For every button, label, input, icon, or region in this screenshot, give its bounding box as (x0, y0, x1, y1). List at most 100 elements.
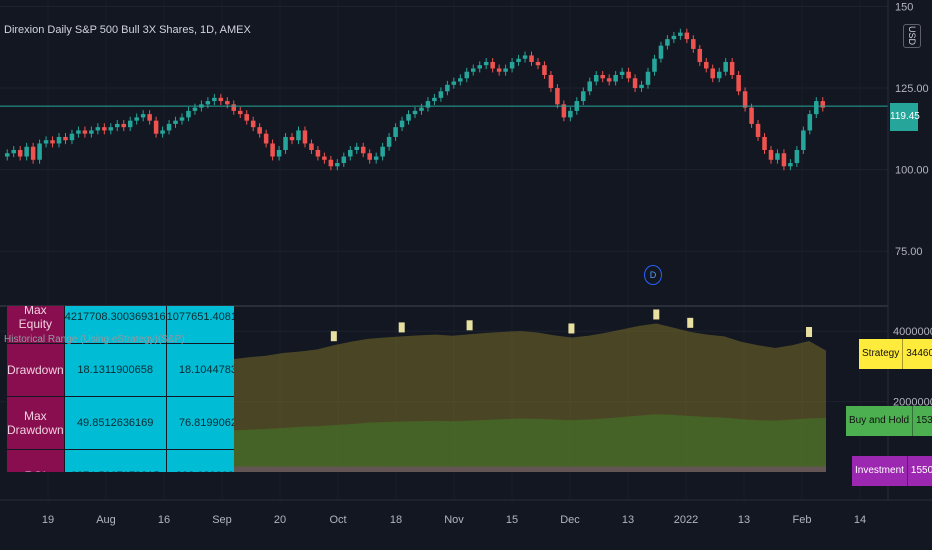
candle-body (386, 136, 392, 147)
candle-body (127, 120, 133, 128)
candle-body (710, 68, 715, 79)
dividend-marker-icon[interactable]: D (644, 265, 662, 285)
legend-strategy-value: 3446075.69 (902, 339, 932, 369)
candle-body (373, 156, 379, 160)
legend-strategy-name: Strategy (862, 348, 900, 359)
candle-body (652, 58, 657, 72)
candle-body (147, 114, 152, 121)
candle-body (289, 136, 295, 141)
candle-body (671, 35, 677, 40)
candle-body (820, 101, 826, 108)
candle-body (121, 123, 127, 128)
candle-body (237, 110, 243, 115)
candle-body (814, 101, 819, 115)
row-label: ROI (6, 449, 65, 472)
candle-body (665, 39, 670, 46)
candle-body (516, 58, 521, 62)
time-tick-label: 14 (854, 514, 866, 526)
candle-body (529, 55, 534, 62)
candle-body (102, 127, 107, 131)
candle-body (522, 55, 528, 59)
price-tick-label: 150 (895, 2, 913, 14)
candle-body (729, 61, 735, 75)
candle-body (600, 75, 605, 79)
strategy-value: 2274.5007179815 (63, 449, 167, 472)
candle-body (736, 75, 741, 92)
time-tick-label: 20 (274, 514, 286, 526)
candle-body (581, 91, 586, 102)
candle-body (807, 114, 813, 131)
candle-body (451, 81, 457, 85)
trade-marker (466, 320, 473, 331)
candle-body (742, 91, 748, 108)
candle-body (244, 114, 249, 121)
candle-body (794, 150, 800, 164)
candle-body (561, 104, 567, 118)
candle-body (63, 136, 68, 141)
candle-body (406, 114, 411, 121)
candle-body (341, 156, 347, 164)
time-tick-label: 13 (622, 514, 634, 526)
candle-body (419, 107, 424, 111)
candle-body (225, 101, 230, 105)
candle-body (593, 75, 599, 82)
buy-hold-value: 18.1044783396 (165, 343, 234, 397)
candle-body (283, 136, 288, 150)
candle-body (768, 150, 774, 160)
candle-body (703, 61, 709, 69)
table-row: ROI 2274.5007179815 892.0332085715 (6, 449, 234, 472)
stats-table: Max Equity 4217708.300369316 1077651.408… (6, 306, 234, 472)
candle-body (775, 153, 780, 160)
time-tick-label: 19 (42, 514, 54, 526)
trade-marker (653, 309, 660, 320)
current-price-tag: 119.45 (890, 103, 920, 131)
trade-marker (806, 326, 813, 337)
time-tick-label: Oct (329, 514, 346, 526)
trade-marker (398, 322, 405, 333)
candle-body (697, 48, 703, 62)
candle-body (801, 130, 806, 150)
trade-marker (687, 317, 694, 328)
candle-body (231, 104, 237, 111)
table-row: Max Drawdown 49.8512636169 76.8199062896 (6, 396, 234, 450)
legend-strategy: Strategy 3446075.69 (859, 339, 932, 369)
candle-body (723, 61, 728, 72)
price-tick-label: 125.00 (895, 83, 929, 95)
legend-investment: Investment 155004.48 (852, 456, 932, 486)
candle-body (470, 68, 476, 72)
candle-body (749, 107, 754, 124)
strategy-value: 18.1311900658 (63, 343, 167, 397)
candle-body (186, 110, 191, 118)
candle-body (445, 84, 450, 92)
candle-body (438, 91, 444, 98)
candle-body (134, 117, 139, 121)
time-tick-label: Aug (96, 514, 116, 526)
candle-body (108, 127, 114, 131)
candle-body (425, 101, 431, 108)
candle-body (788, 163, 793, 167)
buy-hold-value: 1077651.408161872 (165, 306, 234, 344)
candle-body (192, 107, 198, 111)
candle-body (115, 123, 120, 128)
price-axis: 75.00 100.00 125.00 150 (895, 2, 929, 259)
trade-markers (330, 309, 813, 342)
row-label: Drawdown (6, 343, 65, 397)
candle-body (95, 127, 101, 131)
candle-body (399, 120, 405, 128)
candle-body (483, 61, 489, 66)
candle-body (380, 146, 385, 157)
candle-body (50, 140, 55, 144)
candle-body (140, 114, 146, 118)
table-row: Drawdown 18.1311900658 18.1044783396 (6, 343, 234, 397)
candle-body (11, 150, 16, 154)
candle-body (477, 65, 482, 69)
candle-body (781, 153, 787, 167)
candle-body (645, 71, 651, 85)
candle-body (24, 146, 29, 157)
currency-button[interactable]: USD (903, 24, 921, 48)
candle-body (755, 123, 761, 137)
candle-body (322, 156, 327, 160)
candle-body (412, 110, 418, 115)
candle-body (658, 45, 664, 59)
